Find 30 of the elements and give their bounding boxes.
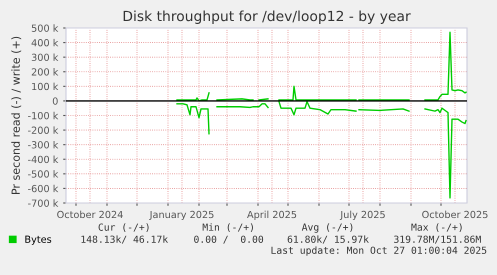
text: 61.80k/ 15.97k [288,235,369,244]
y-tick-label: -100 k [28,112,58,120]
text: Avg (-/+) [302,223,352,233]
y-tick-label: -200 k [28,126,58,134]
chart-title: Disk throughput for /dev/loop12 - by year [124,10,411,24]
x-tick-label: April 2025 [247,210,296,220]
y-tick-label: -400 k [28,156,58,164]
y-tick-label: 100 k [32,82,58,90]
y-axis-title: Pr second read (-) / write (+) [11,36,22,194]
text: Last update: Mon Oct 27 01:00:04 2025 [272,246,486,256]
y-tick-label: -600 k [28,184,58,192]
text: Max (-/+) [411,223,462,232]
x-tick-label: October 2025 [422,210,488,218]
y-tick-label: 200 k [32,68,58,76]
text: Cur (-/+) [98,223,149,232]
x-tick-label: October 2024 [57,210,123,218]
y-tick-label: -300 k [28,140,58,148]
y-tick-label: -500 k [28,170,58,178]
text: 319.78M/151.86M [394,236,481,244]
legend-label: Bytes [25,236,52,245]
text: 148.13k/ 46.17k [82,235,168,244]
x-tick-label: January 2025 [149,210,214,220]
text: Min (-/+) [202,223,253,232]
y-tick-label: 500 k [32,24,58,32]
y-tick-label: 300 k [32,53,58,61]
x-tick-label: July 2025 [340,210,385,220]
text: 0.00 / 0.00 [194,236,264,244]
y-tick-label: -700 k [28,199,58,207]
y-tick-label: 0 [52,97,58,105]
y-tick-label: 400 k [32,38,58,46]
